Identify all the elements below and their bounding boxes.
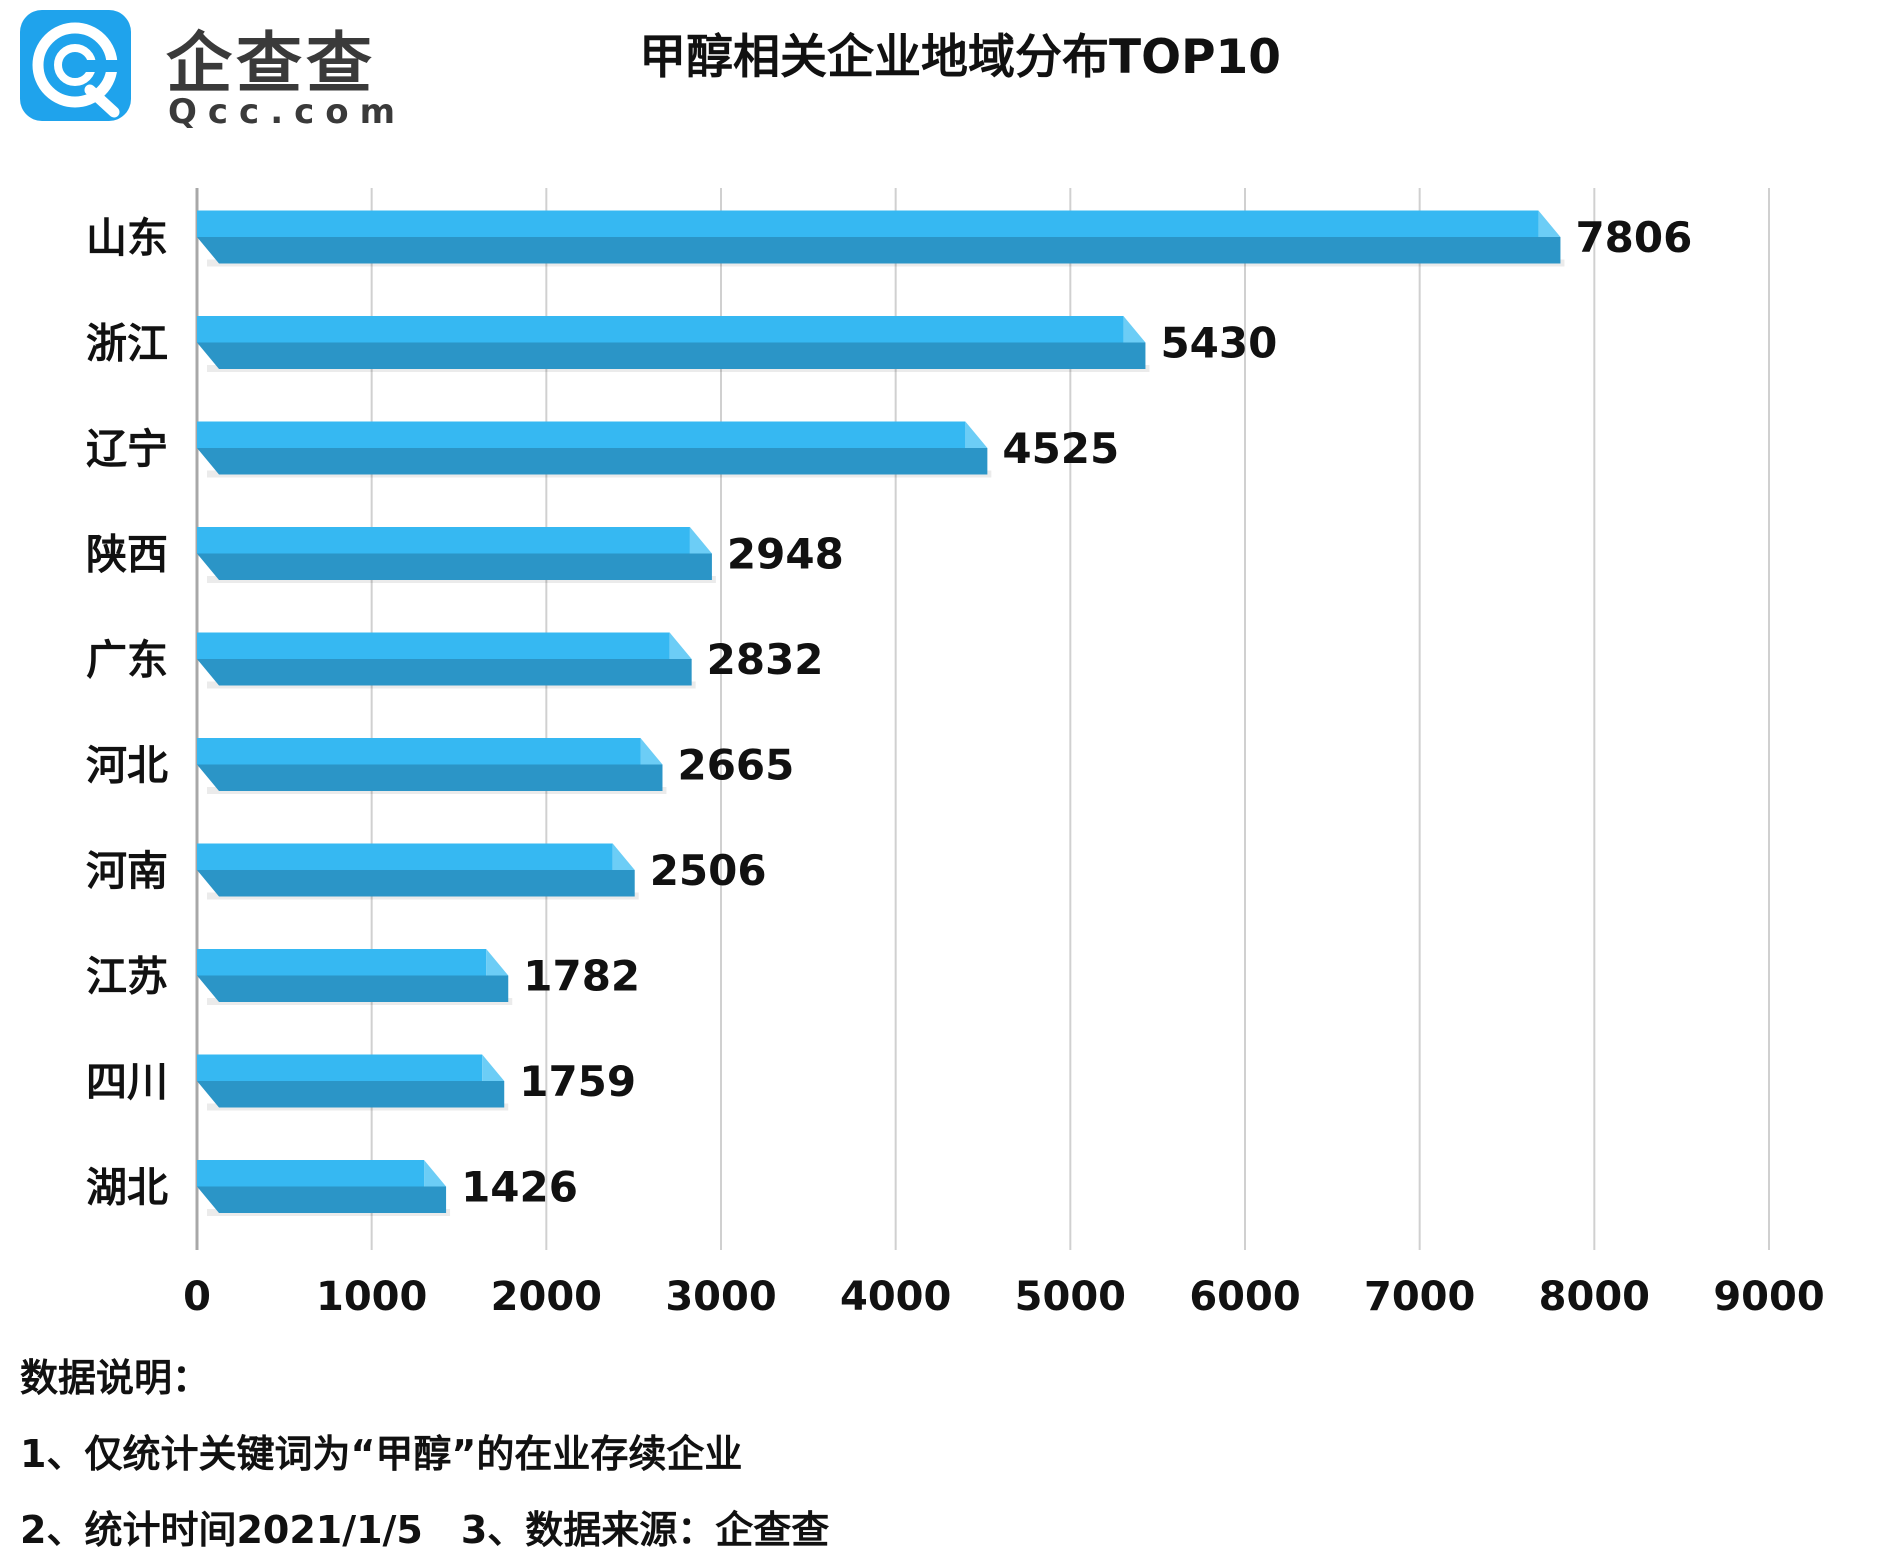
bar [197,1160,425,1187]
category-label: 广东 [86,636,168,684]
bar [197,210,1539,237]
x-tick-label: 9000 [1713,1274,1824,1320]
x-tick-label: 8000 [1539,1274,1650,1320]
brand-domain: Qcc.com [168,92,407,132]
data-label: 2506 [650,846,767,895]
bar [197,316,1124,343]
data-label: 1782 [523,952,640,1001]
x-tick-label: 2000 [491,1274,602,1320]
bar [197,843,613,870]
bar-end-cap [482,1054,505,1081]
category-label: 江苏 [86,953,168,1001]
data-label: 2948 [727,530,844,579]
bar-front [197,1081,505,1108]
data-label: 1759 [519,1057,636,1106]
qcc-logo-icon [20,10,131,121]
data-notes: 数据说明： 1、仅统计关键词为“甲醇”的在业存续企业 2、统计时间2021/1/… [20,1340,829,1568]
x-tick-label: 3000 [665,1274,776,1320]
bar-front [197,975,509,1002]
data-label: 2832 [707,635,824,684]
x-tick-label: 7000 [1364,1274,1475,1320]
bar-front [197,237,1561,264]
bar-end-cap [965,421,988,448]
category-label: 四川 [86,1058,168,1106]
bar [197,738,641,765]
data-label: 7806 [1575,213,1692,262]
bar-front [197,448,988,475]
bar-chart: 0 1000 2000 3000 4000 5000 6000 7000 8000 9000 山东 7… [86,188,1825,1320]
bar-front [197,1186,447,1213]
notes-line-1: 1、仅统计关键词为“甲醇”的在业存续企业 [20,1432,743,1476]
x-tick-label: 4000 [840,1274,951,1320]
data-label: 1426 [461,1163,578,1212]
x-tick-label: 5000 [1015,1274,1126,1320]
bar-end-cap [1538,210,1561,237]
bar-end-cap [689,527,712,554]
bar [197,527,690,554]
data-label: 2665 [677,741,794,790]
brand-name-cn: 企查查 [166,25,376,102]
bar-end-cap [486,949,509,976]
bar [197,421,966,448]
x-tick-label: 0 [183,1274,211,1320]
bar-front [197,342,1146,369]
bar-front [197,659,692,686]
x-tick-label: 6000 [1189,1274,1300,1320]
bar [197,949,487,976]
category-label: 陕西 [86,531,168,579]
bar-front [197,764,663,791]
bar-front [197,870,635,897]
qcc-logo: 企查查 Qcc.com [18,8,418,133]
bar-end-cap [612,843,635,870]
data-label: 5430 [1160,319,1277,368]
category-label: 河北 [86,742,168,790]
category-label: 河南 [86,847,168,895]
category-label: 湖北 [86,1164,168,1212]
data-label: 4525 [1002,424,1119,473]
notes-heading: 数据说明： [20,1356,211,1400]
category-label: 浙江 [86,320,168,368]
notes-line-2: 2、统计时间2021/1/5 3、数据来源：企查查 [20,1508,830,1552]
x-tick-label: 1000 [316,1274,427,1320]
bar [197,632,670,659]
bar-end-cap [424,1160,447,1187]
bar-front [197,553,712,580]
bar [197,1054,483,1081]
chart-title: 甲醇相关企业地域分布TOP10 [639,30,1281,85]
bar-end-cap [669,632,692,659]
category-label: 山东 [86,214,168,262]
category-label: 辽宁 [86,425,168,473]
bar-end-cap [640,738,663,765]
bar-end-cap [1123,316,1146,343]
